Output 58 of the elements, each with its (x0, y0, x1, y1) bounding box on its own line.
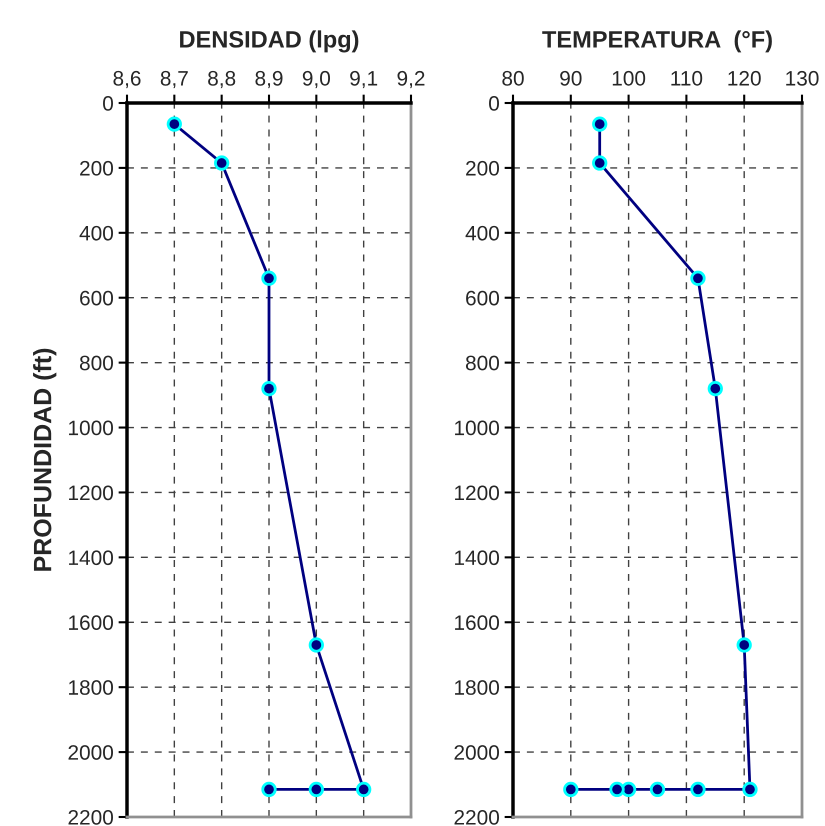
y-tick-label: 1200 (455, 485, 499, 500)
y-tick-label: 1800 (69, 680, 113, 695)
point (356, 782, 372, 798)
x-tick-label: 8,8 (208, 70, 236, 88)
x-tick-label: 8,9 (255, 70, 282, 88)
y-tick-label: 1200 (69, 485, 113, 500)
y-tick-label: 1000 (455, 420, 499, 436)
chart-title: DENSIDAD (lpg) (180, 30, 358, 52)
point (563, 782, 578, 798)
x-tick-label: 9,2 (397, 70, 424, 88)
x-tick-label: 80 (502, 70, 524, 86)
y-tick-label: 400 (466, 226, 499, 241)
y-tick-label: 400 (80, 226, 113, 241)
point (592, 155, 608, 171)
chart-title: TEMPERATURA (°F) (542, 30, 772, 52)
y-tick-label: 600 (466, 290, 499, 306)
point (736, 637, 752, 653)
point (166, 116, 182, 132)
y-tick-label: 0 (489, 96, 499, 111)
y-tick-label: 2000 (454, 745, 499, 760)
x-tick-label: 8,7 (160, 70, 188, 88)
y-tick-label: 0 (103, 96, 113, 111)
y-tick-label: 1600 (455, 615, 499, 630)
x-tick-label: 130 (786, 70, 819, 86)
y-tick-label: 1600 (69, 615, 113, 630)
y-tick-label: 1400 (455, 550, 499, 566)
x-tick-label: 9,0 (302, 70, 330, 88)
y-tick-label: 600 (80, 290, 113, 306)
y-tick-label: 1800 (455, 680, 499, 695)
point (742, 782, 758, 798)
x-tick-label: 90 (560, 70, 582, 86)
y-axis-title: PROFUNDIDAD (ft) (33, 348, 56, 571)
y-tick-label: 200 (80, 160, 113, 176)
point (261, 380, 277, 396)
y-tick-label: 800 (80, 356, 113, 370)
x-tick-label: 110 (671, 70, 702, 86)
y-tick-label: 1400 (69, 550, 113, 566)
y-tick-label: 200 (466, 160, 499, 176)
y-tick-label: 800 (466, 356, 499, 370)
point (592, 116, 608, 132)
point (690, 270, 706, 286)
x-tick-label: 8,6 (113, 70, 141, 88)
point (609, 782, 625, 798)
point (708, 380, 723, 396)
x-tick-label: 120 (728, 70, 761, 86)
point (308, 637, 324, 653)
x-tick-label: 100 (612, 70, 646, 86)
point (690, 782, 706, 798)
point (650, 782, 666, 798)
point (214, 155, 230, 171)
y-tick-label: 1000 (69, 420, 113, 436)
point (308, 782, 324, 798)
x-tick-label: 9,1 (350, 70, 378, 88)
y-tick-label: 2200 (68, 810, 113, 825)
y-tick-label: 2000 (68, 745, 113, 760)
point (261, 270, 277, 286)
y-tick-label: 2200 (454, 810, 499, 825)
point (261, 782, 277, 798)
